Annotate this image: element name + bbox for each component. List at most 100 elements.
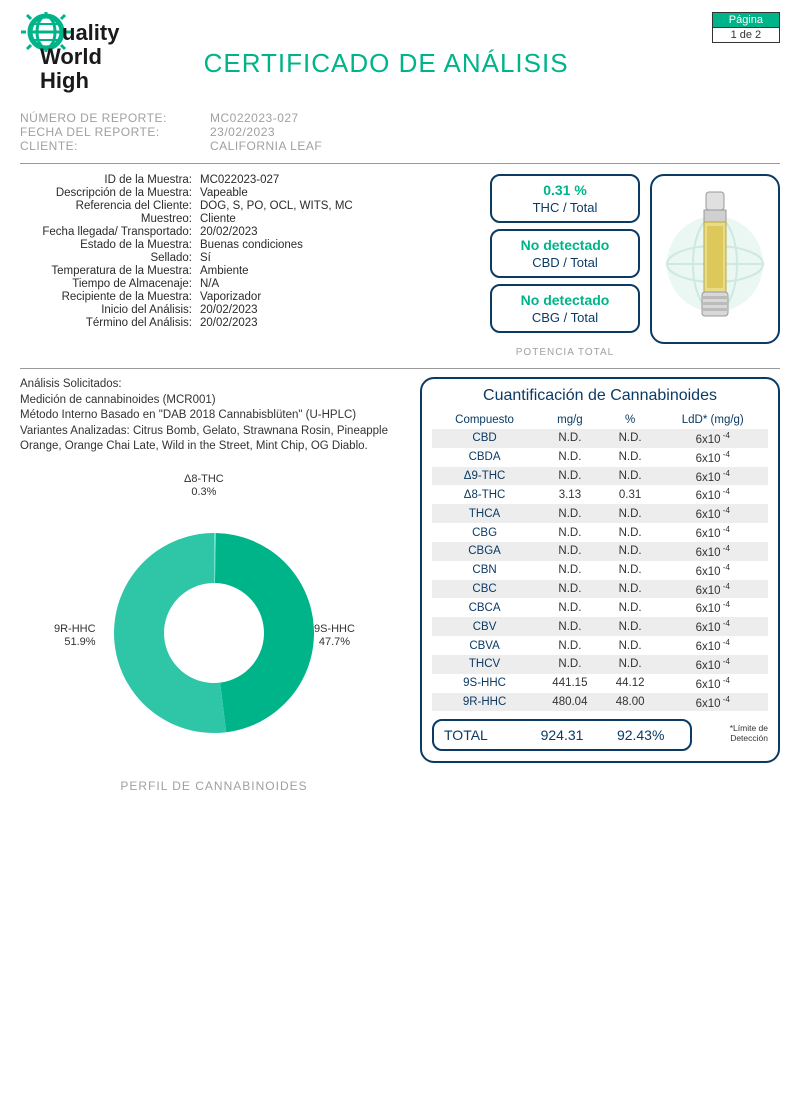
quant-ldd: 6x10 -4 <box>658 485 768 504</box>
quant-row: CBVAN.D.N.D.6x10 -4 <box>432 636 768 655</box>
quant-compound: Δ8-THC <box>432 485 537 504</box>
quant-ldd: 6x10 -4 <box>658 523 768 542</box>
sample-value: 20/02/2023 <box>200 317 258 329</box>
quant-mgg: N.D. <box>537 467 603 486</box>
donut-pct-d8thc: 0.3% <box>191 486 216 498</box>
analysis-heading: Análisis Solicitados: <box>20 377 408 393</box>
sample-block: ID de la Muestra:MC022023-027Descripción… <box>20 174 780 358</box>
quant-compound: CBCA <box>432 598 537 617</box>
quant-row: Δ9-THCN.D.N.D.6x10 -4 <box>432 467 768 486</box>
donut-slice <box>114 533 226 733</box>
quant-pct: N.D. <box>603 617 658 636</box>
quant-ldd: 6x10 -4 <box>658 655 768 674</box>
quant-row: CBNN.D.N.D.6x10 -4 <box>432 561 768 580</box>
logo-text-1: uality <box>62 20 120 45</box>
quant-ldd: 6x10 -4 <box>658 674 768 693</box>
quant-column-header: % <box>603 411 658 429</box>
total-pct: 92.43% <box>601 727 680 743</box>
sample-label: Descripción de la Muestra: <box>20 187 200 199</box>
potency-caption: POTENCIA TOTAL <box>490 347 640 358</box>
report-meta-label: FECHA DEL REPORTE: <box>20 125 210 139</box>
donut-label-9rhhc: 9R-HHC <box>54 623 96 635</box>
quant-pct: N.D. <box>603 523 658 542</box>
quant-pct: N.D. <box>603 504 658 523</box>
quant-mgg: N.D. <box>537 580 603 599</box>
donut-label-9shhc: 9S-HHC <box>314 623 355 635</box>
quant-row: CBCAN.D.N.D.6x10 -4 <box>432 598 768 617</box>
sample-label: Estado de la Muestra: <box>20 239 200 251</box>
quant-row: THCAN.D.N.D.6x10 -4 <box>432 504 768 523</box>
quant-mgg: 3.13 <box>537 485 603 504</box>
quant-mgg: N.D. <box>537 617 603 636</box>
potency-column: 0.31 %THC / TotalNo detectadoCBD / Total… <box>490 174 640 358</box>
report-meta-value: MC022023-027 <box>210 111 299 125</box>
quant-pct: N.D. <box>603 580 658 599</box>
sample-value: 20/02/2023 <box>200 304 258 316</box>
quant-row: CBGN.D.N.D.6x10 -4 <box>432 523 768 542</box>
quant-mgg: 441.15 <box>537 674 603 693</box>
sample-value: Vapeable <box>200 187 248 199</box>
quant-compound: CBVA <box>432 636 537 655</box>
potency-label: CBD / Total <box>496 255 634 270</box>
donut-pct-9rhhc: 51.9% <box>64 636 95 648</box>
quant-mgg: N.D. <box>537 504 603 523</box>
page-indicator: Página 1 de 2 <box>712 12 780 43</box>
quant-pct: N.D. <box>603 542 658 561</box>
quant-ldd: 6x10 -4 <box>658 504 768 523</box>
quant-pct: N.D. <box>603 561 658 580</box>
quant-compound: 9R-HHC <box>432 693 537 712</box>
quant-ldd: 6x10 -4 <box>658 693 768 712</box>
quant-row: 9S-HHC441.1544.126x10 -4 <box>432 674 768 693</box>
quant-pct: N.D. <box>603 598 658 617</box>
potency-box: No detectadoCBD / Total <box>490 229 640 278</box>
donut-slice <box>215 533 314 732</box>
sample-label: Recipiente de la Muestra: <box>20 291 200 303</box>
analysis-line1: Medición de cannabinoides (MCR001) <box>20 393 408 409</box>
quant-compound: CBC <box>432 580 537 599</box>
sample-label: Tiempo de Almacenaje: <box>20 278 200 290</box>
quant-pct: N.D. <box>603 467 658 486</box>
quant-compound: CBV <box>432 617 537 636</box>
potency-value: No detectado <box>496 292 634 308</box>
sample-value: Cliente <box>200 213 236 225</box>
analysis-requested: Análisis Solicitados: Medición de cannab… <box>20 377 408 455</box>
total-label: TOTAL <box>444 727 523 743</box>
sample-label: Inicio del Análisis: <box>20 304 200 316</box>
quant-pct: N.D. <box>603 655 658 674</box>
sample-label: Término del Análisis: <box>20 317 200 329</box>
sample-value: Buenas condiciones <box>200 239 303 251</box>
sample-value: MC022023-027 <box>200 174 279 186</box>
quant-mgg: 480.04 <box>537 693 603 712</box>
quant-row: Δ8-THC3.130.316x10 -4 <box>432 485 768 504</box>
report-meta-value: CALIFORNIA LEAF <box>210 139 322 153</box>
logo-text-3: High <box>40 68 89 93</box>
potency-label: CBG / Total <box>496 310 634 325</box>
quant-title: Cuantificación de Cannabinoides <box>432 387 768 405</box>
quant-table: Compuestomg/g%LdD* (mg/g) CBDN.D.N.D.6x1… <box>432 411 768 711</box>
quant-pct: N.D. <box>603 636 658 655</box>
quant-ldd: 6x10 -4 <box>658 561 768 580</box>
sample-label: Muestreo: <box>20 213 200 225</box>
quant-row: CBCN.D.N.D.6x10 -4 <box>432 580 768 599</box>
logo-text-2: World <box>40 44 102 69</box>
quant-ldd: 6x10 -4 <box>658 636 768 655</box>
product-photo <box>650 174 780 344</box>
potency-value: 0.31 % <box>496 182 634 198</box>
sample-label: Fecha llegada/ Transportado: <box>20 226 200 238</box>
sample-value: 20/02/2023 <box>200 226 258 238</box>
report-meta-value: 23/02/2023 <box>210 125 275 139</box>
quant-row: 9R-HHC480.0448.006x10 -4 <box>432 693 768 712</box>
quant-ldd: 6x10 -4 <box>658 598 768 617</box>
quant-mgg: N.D. <box>537 655 603 674</box>
quant-column-header: mg/g <box>537 411 603 429</box>
quant-pct: N.D. <box>603 429 658 448</box>
sample-details: ID de la Muestra:MC022023-027Descripción… <box>20 174 480 358</box>
quant-compound: CBG <box>432 523 537 542</box>
quant-ldd: 6x10 -4 <box>658 542 768 561</box>
sample-label: Sellado: <box>20 252 200 264</box>
quant-mgg: N.D. <box>537 636 603 655</box>
quant-row: CBGAN.D.N.D.6x10 -4 <box>432 542 768 561</box>
analysis-line3: Variantes Analizadas: Citrus Bomb, Gelat… <box>20 424 408 455</box>
quant-compound: Δ9-THC <box>432 467 537 486</box>
donut-caption: PERFIL DE CANNABINOIDES <box>20 779 408 793</box>
